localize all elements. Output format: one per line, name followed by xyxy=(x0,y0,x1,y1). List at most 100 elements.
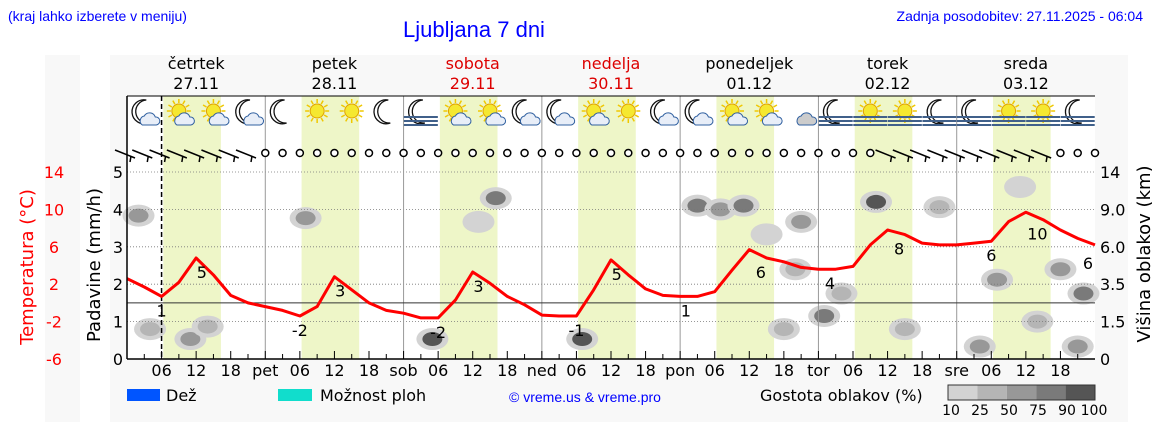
day-name: nedelja xyxy=(582,54,641,73)
sun-ray xyxy=(310,100,314,105)
day-date: 28.11 xyxy=(312,74,358,93)
temperature-label: 3 xyxy=(473,277,483,296)
wind-calm-icon xyxy=(399,148,408,158)
wind-symbols xyxy=(114,148,1100,163)
density-swatch xyxy=(1036,385,1066,400)
wind-calm-icon xyxy=(537,148,547,158)
moon-cloud-icon xyxy=(131,99,161,126)
wind-calm-icon xyxy=(312,148,322,158)
barb-shaft xyxy=(996,149,1017,159)
barb-shaft xyxy=(235,149,257,159)
sun-ray xyxy=(859,104,864,108)
wind-barb-icon xyxy=(201,149,222,163)
x-tick-label: pet xyxy=(252,361,278,380)
daylight-band xyxy=(854,96,913,359)
temperature-label: -2 xyxy=(430,323,446,342)
temperature-label: 5 xyxy=(197,263,207,282)
moon-cloud-icon xyxy=(511,99,541,126)
wind-barb-icon xyxy=(218,149,239,163)
precip-tick-label: 4 xyxy=(113,200,123,219)
sun-ray xyxy=(755,114,761,118)
sun-ray xyxy=(876,104,882,108)
wind-barb-icon xyxy=(927,149,948,163)
cloud-shape xyxy=(139,112,161,126)
sun-ray xyxy=(345,117,349,122)
temperature-label: 6 xyxy=(1083,254,1093,273)
temperature-label: 6 xyxy=(756,263,766,282)
wind-calm-icon xyxy=(796,148,806,158)
showers-swatch xyxy=(278,389,312,401)
temperature-label: 4 xyxy=(825,274,835,293)
sun-ray xyxy=(1015,104,1020,108)
sun-ray xyxy=(310,117,314,122)
barb-shaft xyxy=(927,149,948,159)
x-tick-label: tor xyxy=(807,361,830,380)
barb-shaft xyxy=(909,149,931,159)
wind-barb-icon xyxy=(114,149,136,163)
x-tick-label: sob xyxy=(389,361,417,380)
sun-ray xyxy=(323,104,328,108)
density-swatch xyxy=(1065,385,1095,400)
x-tick-label: 06 xyxy=(843,361,863,380)
sun-ray xyxy=(997,104,1003,108)
moon-fog-icon xyxy=(957,99,991,126)
menu-hint[interactable]: (kraj lahko izberete v meniju) xyxy=(8,8,187,24)
sun-ray xyxy=(725,117,729,122)
wind-calm-icon xyxy=(295,148,305,158)
sun-ray xyxy=(185,104,190,108)
density-scale-label: 100 xyxy=(1081,403,1108,419)
sun-ray xyxy=(1046,100,1050,105)
sun-ray xyxy=(483,100,487,105)
wind-barb-icon xyxy=(996,149,1017,163)
barb-shaft xyxy=(218,149,239,159)
barb-flag xyxy=(889,155,893,163)
barb-flag xyxy=(941,155,945,163)
cloud-height-tick-label: 3.5 xyxy=(1100,275,1125,294)
wind-calm-icon xyxy=(451,148,460,158)
cloud-shape xyxy=(658,112,679,126)
wind-calm-icon xyxy=(727,148,737,158)
wind-calm-icon xyxy=(814,148,823,158)
x-tick-label: 18 xyxy=(497,361,517,380)
x-tick-label: 18 xyxy=(774,361,794,380)
precip-tick-label: 2 xyxy=(113,275,123,294)
x-tick-label: pon xyxy=(665,361,695,380)
moon-crescent xyxy=(269,99,287,125)
sun-ray xyxy=(863,100,867,105)
sun-ray xyxy=(358,104,363,108)
barb-flag xyxy=(163,155,167,163)
sun-ray xyxy=(721,104,726,108)
temperature-axis-panel xyxy=(45,55,80,422)
wind-calm-icon xyxy=(779,148,789,158)
moon-crescent xyxy=(373,99,391,125)
sun-ray xyxy=(1001,100,1006,105)
temperature-series: 1 5 -2 3 -2 3 -1 5 1 6 4 8 6 10 6 xyxy=(126,210,1096,342)
x-tick-label: 12 xyxy=(324,361,344,380)
x-tick-label: ned xyxy=(527,361,557,380)
wind-barb-icon xyxy=(166,149,188,163)
barb-shaft xyxy=(1013,149,1035,159)
wind-barb-icon xyxy=(1030,149,1052,163)
cloud-blob-core xyxy=(1067,339,1088,354)
temperature-axis-title: Temperatura (°C) xyxy=(17,189,38,346)
cloud-shape xyxy=(208,112,230,126)
barb-flag xyxy=(198,155,201,163)
sun-fog-icon xyxy=(991,99,1026,126)
temperature-label: 1 xyxy=(156,301,166,320)
sun-ray xyxy=(206,100,211,105)
sun-ray xyxy=(448,100,453,105)
sun-ray xyxy=(448,117,453,122)
cloud-height-tick-label: 0 xyxy=(1100,350,1110,369)
sun-ray xyxy=(306,114,311,118)
x-tick-label: 06 xyxy=(428,361,448,380)
sun-ray xyxy=(1049,104,1054,108)
sun-ray xyxy=(496,104,501,108)
wind-calm-icon xyxy=(866,148,875,158)
cloud-height-tick-label: 14 xyxy=(1100,163,1120,182)
sun-cloud-icon xyxy=(443,99,472,126)
barb-shaft xyxy=(979,149,1000,159)
sun-cloud-icon xyxy=(201,99,230,126)
temperature-tick-label: 14 xyxy=(44,163,64,182)
wind-calm-icon xyxy=(278,148,287,158)
temperature-label: 1 xyxy=(681,301,691,320)
